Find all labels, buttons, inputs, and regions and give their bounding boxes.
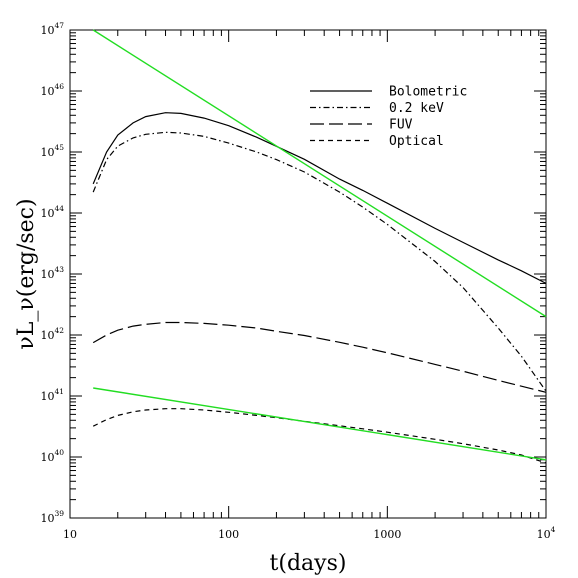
plot-frame [69, 29, 547, 519]
series-line-0-2-kev [92, 131, 547, 392]
y-tick-label: 1046 [40, 82, 64, 98]
y-tick-label: 1042 [40, 326, 64, 342]
x-tick-label: 100 [218, 528, 239, 541]
series-line-reference [93, 387, 547, 461]
legend-label-bolometric: Bolometric [389, 85, 467, 100]
legend-label-fuv: FUV [389, 118, 413, 133]
y-tick-label: 1047 [40, 21, 64, 37]
legend-label-optical: Optical [389, 134, 444, 149]
y-tick-label: 1044 [40, 204, 64, 220]
y-tick-label: 1040 [40, 448, 64, 464]
series-line-optical [92, 408, 547, 464]
series-layer [92, 29, 547, 464]
x-tick-label: 10 [63, 528, 77, 541]
y-tick-label: 1045 [40, 143, 64, 159]
y-tick-label: 1043 [40, 265, 64, 281]
axis-ticks: 10 100 1000 104 1039 1040 1041 1042 1043 1044 1045… [40, 21, 555, 541]
series-line-fuv [92, 321, 547, 393]
x-tick-label: 1000 [373, 528, 401, 541]
x-axis-label: t(days) [270, 551, 347, 576]
series-line-bolometric [92, 112, 547, 284]
series-line-reference [92, 29, 547, 318]
y-tick-label: 1039 [40, 509, 64, 525]
legend-label-0-2-kev: 0.2 keV [389, 101, 444, 116]
y-axis-label: νL_ν(erg/sec) [14, 198, 39, 349]
y-tick-label: 1041 [40, 387, 64, 403]
x-tick-label: 104 [537, 525, 556, 541]
